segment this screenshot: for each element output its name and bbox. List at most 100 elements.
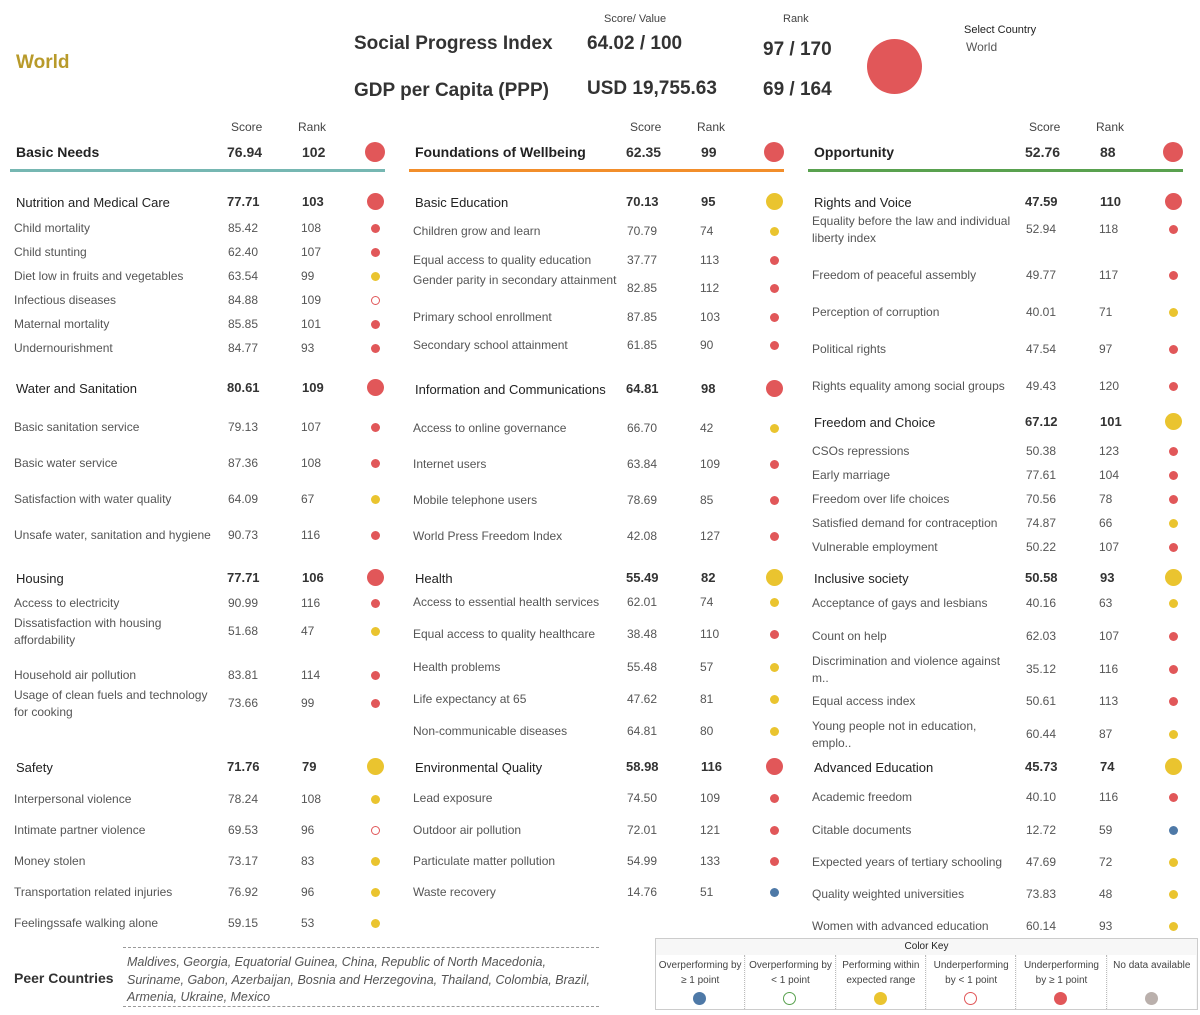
indicator-row-quality-weighted-universities[interactable]: Quality weighted universities 73.83 48 bbox=[808, 886, 1188, 903]
indicator-row-feelingssafe-walking-alone[interactable]: Feelingssafe walking alone 59.15 53 bbox=[10, 915, 390, 932]
indicator-row-life-expectancy-at-65[interactable]: Life expectancy at 65 47.62 81 bbox=[409, 691, 789, 708]
indicator-row-basic-sanitation-service[interactable]: Basic sanitation service 79.13 107 bbox=[10, 419, 390, 436]
indicator-row-rights-equality-among-social-groups[interactable]: Rights equality among social groups 49.43… bbox=[808, 378, 1188, 395]
indicator-row-academic-freedom[interactable]: Academic freedom 40.10 116 bbox=[808, 789, 1188, 806]
indicator-row-equal-access-to-quality-education[interactable]: Equal access to quality education 37.77 11… bbox=[409, 252, 789, 269]
component-name: Nutrition and Medical Care bbox=[16, 195, 170, 210]
indicator-name: Waste recovery bbox=[413, 885, 496, 899]
component-row-nutrition-and-medical-care[interactable]: Nutrition and Medical Care 77.71 103 bbox=[10, 193, 390, 214]
spi-status-dot bbox=[867, 39, 922, 94]
indicator-row-non-communicable-diseases[interactable]: Non-communicable diseases 64.81 80 bbox=[409, 723, 789, 740]
component-row-health[interactable]: Health 55.49 82 bbox=[409, 569, 789, 590]
indicator-row-health-problems[interactable]: Health problems 55.48 57 bbox=[409, 659, 789, 676]
score-label: Score bbox=[1029, 120, 1061, 134]
indicator-row-intimate-partner-violence[interactable]: Intimate partner violence 69.53 96 bbox=[10, 822, 390, 839]
indicator-row-children-grow-and-learn[interactable]: Children grow and learn 70.79 74 bbox=[409, 223, 789, 240]
indicator-row-equal-access-to-quality-healthcare[interactable]: Equal access to quality healthcare 38.48 1… bbox=[409, 626, 789, 643]
indicator-row-access-to-online-governance[interactable]: Access to online governance 66.70 42 bbox=[409, 420, 789, 437]
indicator-name: Feelingssafe walking alone bbox=[14, 916, 159, 930]
indicator-rank: 81 bbox=[700, 692, 714, 706]
indicator-row-count-on-help[interactable]: Count on help 62.03 107 bbox=[808, 628, 1188, 645]
component-row-housing[interactable]: Housing 77.71 106 bbox=[10, 569, 390, 590]
indicator-row-freedom-over-life-choices[interactable]: Freedom over life choices 70.56 78 bbox=[808, 491, 1188, 508]
indicator-row-vulnerable-employment[interactable]: Vulnerable employment 50.22 107 bbox=[808, 539, 1188, 556]
indicator-row-outdoor-air-pollution[interactable]: Outdoor air pollution 72.01 121 bbox=[409, 822, 789, 839]
indicator-score: 52.94 bbox=[1026, 222, 1057, 236]
indicator-row-diet-low-in-fruits-and-vegetables[interactable]: Diet low in fruits and vegetables 63.54 99 bbox=[10, 268, 390, 285]
indicator-row-satisfaction-with-water-quality[interactable]: Satisfaction with water quality 64.09 67 bbox=[10, 491, 390, 508]
component-row-inclusive-society[interactable]: Inclusive society 50.58 93 bbox=[808, 569, 1188, 590]
indicator-row-child-stunting[interactable]: Child stunting 62.40 107 bbox=[10, 244, 390, 261]
component-row-water-and-sanitation[interactable]: Water and Sanitation 80.61 109 bbox=[10, 379, 390, 400]
indicator-row-dissatisfaction-with-housing-affordability[interactable]: Dissatisfaction with housing affordabili… bbox=[10, 616, 390, 647]
indicator-row-citable-documents[interactable]: Citable documents 12.72 59 bbox=[808, 822, 1188, 839]
indicator-row-equal-access-index[interactable]: Equal access index 50.61 113 bbox=[808, 693, 1188, 710]
indicator-row-waste-recovery[interactable]: Waste recovery 14.76 51 bbox=[409, 884, 789, 901]
indicator-rank: 71 bbox=[1099, 305, 1113, 319]
indicator-status-dot bbox=[371, 495, 380, 504]
indicator-score: 73.66 bbox=[228, 696, 259, 710]
indicator-row-child-mortality[interactable]: Child mortality 85.42 108 bbox=[10, 220, 390, 237]
indicator-name: Diet low in fruits and vegetables bbox=[14, 269, 184, 283]
indicator-row-interpersonal-violence[interactable]: Interpersonal violence 78.24 108 bbox=[10, 791, 390, 808]
indicator-row-world-press-freedom-index[interactable]: World Press Freedom Index 42.08 127 bbox=[409, 528, 789, 545]
color-key-items: Overperforming by ≥ 1 point Overperformin… bbox=[656, 955, 1197, 1009]
indicator-row-women-with-advanced-education[interactable]: Women with advanced education 60.14 93 bbox=[808, 918, 1188, 935]
indicator-row-young-people-not-in-education-emplo[interactable]: Young people not in education, emplo.. 60… bbox=[808, 719, 1188, 750]
color-key-title: Color Key bbox=[904, 941, 949, 952]
indicator-row-maternal-mortality[interactable]: Maternal mortality 85.85 101 bbox=[10, 316, 390, 333]
indicator-row-mobile-telephone-users[interactable]: Mobile telephone users 78.69 85 bbox=[409, 492, 789, 509]
indicator-row-unsafe-water-sanitation-and-hygiene[interactable]: Unsafe water, sanitation and hygiene 90.7… bbox=[10, 527, 390, 544]
indicator-row-particulate-matter-pollution[interactable]: Particulate matter pollution 54.99 133 bbox=[409, 853, 789, 870]
indicator-row-freedom-of-peaceful-assembly[interactable]: Freedom of peaceful assembly 49.77 117 bbox=[808, 267, 1188, 284]
component-status-dot bbox=[766, 569, 783, 586]
indicator-status-dot bbox=[770, 284, 779, 293]
color-key-label: Underperforming by ≥ 1 point bbox=[1023, 960, 1099, 986]
indicator-score: 74.87 bbox=[1026, 516, 1057, 530]
indicator-row-satisfied-demand-for-contraception[interactable]: Satisfied demand for contraception 74.87 6… bbox=[808, 515, 1188, 532]
indicator-row-internet-users[interactable]: Internet users 63.84 109 bbox=[409, 456, 789, 473]
indicator-row-household-air-pollution[interactable]: Household air pollution 83.81 114 bbox=[10, 667, 390, 684]
indicator-row-discrimination-and-violence-against-m[interactable]: Discrimination and violence against m.. 3… bbox=[808, 654, 1188, 685]
component-row-freedom-and-choice[interactable]: Freedom and Choice 67.12 101 bbox=[808, 413, 1188, 434]
indicator-row-transportation-related-injuries[interactable]: Transportation related injuries 76.92 96 bbox=[10, 884, 390, 901]
component-status-dot bbox=[1165, 193, 1182, 210]
dimension-status-dot bbox=[1163, 142, 1183, 162]
indicator-row-early-marriage[interactable]: Early marriage 77.61 104 bbox=[808, 467, 1188, 484]
indicator-row-undernourishment[interactable]: Undernourishment 84.77 93 bbox=[10, 340, 390, 357]
indicator-row-lead-exposure[interactable]: Lead exposure 74.50 109 bbox=[409, 790, 789, 807]
indicator-row-political-rights[interactable]: Political rights 47.54 97 bbox=[808, 341, 1188, 358]
indicator-row-acceptance-of-gays-and-lesbians[interactable]: Acceptance of gays and lesbians 40.16 63 bbox=[808, 595, 1188, 612]
indicator-row-money-stolen[interactable]: Money stolen 73.17 83 bbox=[10, 853, 390, 870]
indicator-score: 50.38 bbox=[1026, 444, 1057, 458]
component-row-safety[interactable]: Safety 71.76 79 bbox=[10, 758, 390, 779]
indicator-name: Women with advanced education bbox=[812, 919, 989, 933]
indicator-row-access-to-electricity[interactable]: Access to electricity 90.99 116 bbox=[10, 595, 390, 612]
component-row-advanced-education[interactable]: Advanced Education 45.73 74 bbox=[808, 758, 1188, 779]
indicator-rank: 113 bbox=[1099, 694, 1119, 708]
indicator-row-basic-water-service[interactable]: Basic water service 87.36 108 bbox=[10, 455, 390, 472]
component-row-rights-and-voice[interactable]: Rights and Voice 47.59 110 bbox=[808, 193, 1188, 214]
indicator-rank: 110 bbox=[700, 627, 720, 641]
indicator-rank: 80 bbox=[700, 724, 714, 738]
indicator-row-equality-before-the-law-and-individual-liberty-index[interactable]: Equality before the law and individual l… bbox=[808, 214, 1188, 245]
indicator-rank: 99 bbox=[301, 269, 315, 283]
component-row-environmental-quality[interactable]: Environmental Quality 58.98 116 bbox=[409, 758, 789, 779]
component-row-basic-education[interactable]: Basic Education 70.13 95 bbox=[409, 193, 789, 214]
component-name: Health bbox=[415, 571, 453, 586]
indicator-row-csos-repressions[interactable]: CSOs repressions 50.38 123 bbox=[808, 443, 1188, 460]
indicator-row-expected-years-of-tertiary-schooling[interactable]: Expected years of tertiary schooling 47.6… bbox=[808, 854, 1188, 871]
indicator-row-infectious-diseases[interactable]: Infectious diseases 84.88 109 bbox=[10, 292, 390, 309]
indicator-row-usage-of-clean-fuels-and-technology-for-cooking[interactable]: Usage of clean fuels and technology for … bbox=[10, 688, 390, 719]
indicator-row-secondary-school-attainment[interactable]: Secondary school attainment 61.85 90 bbox=[409, 337, 789, 354]
component-row-information-and-communications[interactable]: Information and Communications 64.81 98 bbox=[409, 380, 789, 401]
indicator-rank: 66 bbox=[1099, 516, 1113, 530]
select-country-dropdown[interactable]: World bbox=[966, 40, 998, 54]
indicator-row-primary-school-enrollment[interactable]: Primary school enrollment 87.85 103 bbox=[409, 309, 789, 326]
indicator-row-perception-of-corruption[interactable]: Perception of corruption 40.01 71 bbox=[808, 304, 1188, 321]
indicator-row-gender-parity-in-secondary-attainment[interactable]: Gender parity in secondary attainment 82.… bbox=[409, 273, 789, 297]
indicator-status-dot bbox=[1169, 271, 1178, 280]
indicator-rank: 103 bbox=[700, 310, 721, 324]
indicator-name: Equality before the law and individual l… bbox=[812, 214, 1011, 245]
indicator-row-access-to-essential-health-services[interactable]: Access to essential health services 62.01… bbox=[409, 594, 789, 611]
